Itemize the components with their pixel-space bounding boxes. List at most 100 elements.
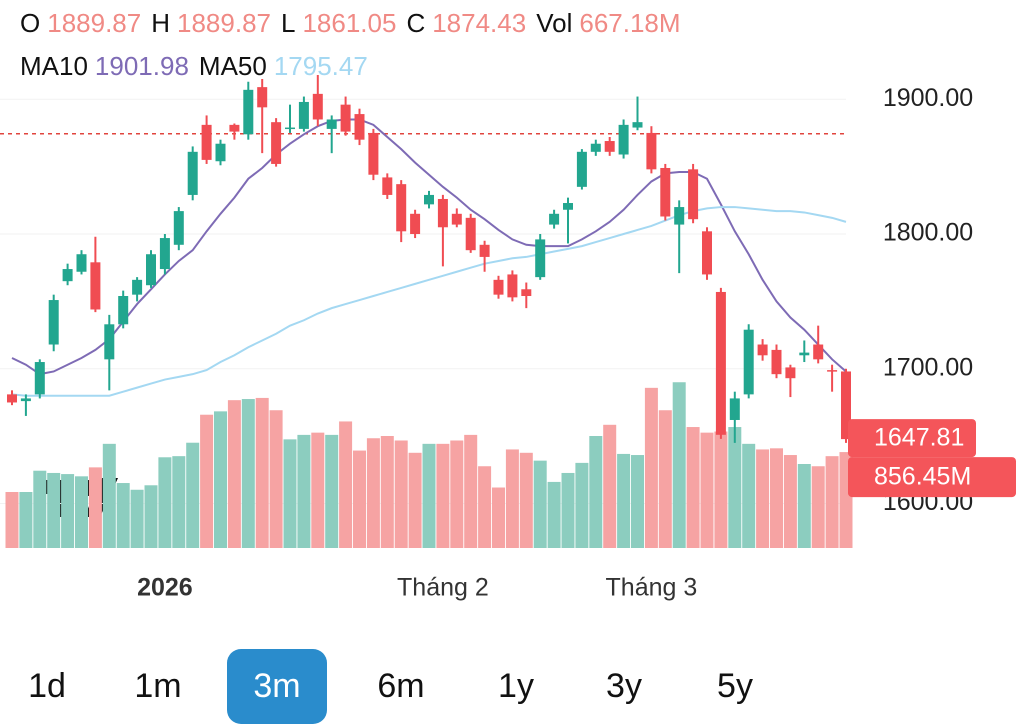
y-tick-label: 1900.00 xyxy=(883,84,973,112)
volume-bar xyxy=(492,487,505,548)
candle-body xyxy=(743,329,754,395)
candle-body xyxy=(715,291,726,435)
volume-bar xyxy=(158,457,172,548)
range-button[interactable]: 1y xyxy=(498,667,534,705)
volume-bar xyxy=(603,424,617,548)
candle-body xyxy=(298,101,309,129)
volume-bar xyxy=(478,466,492,548)
volume-bar xyxy=(797,464,811,548)
candle-body xyxy=(729,398,740,420)
range-button-label[interactable]: 3y xyxy=(606,667,642,705)
volume-bar xyxy=(102,443,116,548)
legend-key: H xyxy=(151,8,170,38)
candle-body xyxy=(674,207,685,225)
volume-bar xyxy=(172,456,186,548)
volume-bar xyxy=(311,432,325,548)
candle-body xyxy=(688,169,699,220)
legend-key: MA50 xyxy=(199,51,267,81)
volume-bar xyxy=(200,414,214,548)
legend-key: L xyxy=(281,8,295,38)
range-button-bg xyxy=(227,649,327,724)
candle-body xyxy=(215,143,226,162)
legend-value: 1874.43 xyxy=(432,8,526,38)
volume-bar xyxy=(617,453,631,548)
candle-body xyxy=(104,324,115,360)
range-button[interactable]: 6m xyxy=(377,667,424,705)
volume-bar xyxy=(227,400,241,548)
volume-bar xyxy=(658,410,672,548)
candle-body xyxy=(7,394,17,403)
legend-value: 1795.47 xyxy=(274,51,368,81)
volume-bar xyxy=(241,399,255,548)
range-button[interactable]: 5y xyxy=(717,667,753,705)
ma-legend: MA10 1901.98 MA50 1795.47 xyxy=(20,51,368,81)
range-button-label[interactable]: 1d xyxy=(28,667,66,705)
candle-body xyxy=(576,151,587,187)
candle-body xyxy=(187,151,198,195)
candle-body xyxy=(785,367,796,379)
volume-bar xyxy=(380,436,394,548)
range-button-label[interactable]: 3m xyxy=(253,667,300,705)
candle-body xyxy=(76,254,87,272)
volume-bar xyxy=(700,432,714,548)
candle-body xyxy=(757,344,768,356)
range-button[interactable]: 3m xyxy=(227,649,327,724)
last-volume-box xyxy=(848,457,1016,498)
volume-bar xyxy=(5,492,19,548)
volume-bar xyxy=(728,427,742,548)
volume-bar xyxy=(770,448,783,548)
volume-bar xyxy=(130,489,144,548)
range-button-label[interactable]: 5y xyxy=(717,667,753,705)
volume-bar xyxy=(631,455,644,548)
candle-body xyxy=(354,114,365,140)
volume-bar xyxy=(686,427,700,548)
volume-bar xyxy=(214,411,227,548)
last-price-label: 1647.81 xyxy=(874,424,964,452)
candle-body xyxy=(799,352,810,356)
volume-bar xyxy=(88,467,102,548)
candle-body xyxy=(590,143,601,152)
range-button[interactable]: 1d xyxy=(28,667,66,705)
volume-bar xyxy=(464,434,478,548)
candle-body xyxy=(563,203,573,210)
range-button-label[interactable]: 6m xyxy=(377,667,424,705)
y-tick-label: 1700.00 xyxy=(883,353,973,381)
candle-body xyxy=(118,296,129,325)
legend-value: 1889.87 xyxy=(177,8,271,38)
candle-body xyxy=(271,122,282,164)
legend-key: O xyxy=(20,8,40,38)
candle-body xyxy=(257,87,268,108)
range-button[interactable]: 1m xyxy=(134,667,181,705)
volume-bar xyxy=(644,387,658,548)
candle-body xyxy=(437,198,448,228)
range-button[interactable]: 3y xyxy=(606,667,642,705)
range-button-label[interactable]: 1m xyxy=(134,667,181,705)
volume-bar xyxy=(33,470,47,548)
candle-body xyxy=(201,124,212,160)
volume-bar xyxy=(283,439,297,548)
candle-body xyxy=(535,239,546,278)
volume-bar xyxy=(450,440,464,548)
candle-body xyxy=(521,289,532,297)
candle-body xyxy=(771,349,782,375)
candle-body xyxy=(424,194,434,205)
last-price-box xyxy=(848,419,976,458)
candle-body xyxy=(285,127,295,130)
volume-bar xyxy=(47,472,61,548)
volume-bar xyxy=(422,443,436,548)
legend-value: 667.18M xyxy=(579,8,680,38)
range-button-label[interactable]: 1y xyxy=(498,667,534,705)
candle-body xyxy=(507,274,518,298)
candle-body xyxy=(396,184,407,232)
legend-value: 1861.05 xyxy=(302,8,396,38)
candle-body xyxy=(465,217,476,251)
candle-body xyxy=(173,211,184,245)
volume-bar xyxy=(144,485,158,548)
legend-key: Vol xyxy=(536,8,572,38)
volume-bar xyxy=(811,466,825,548)
ohlc-legend: O 1889.87 H 1889.87 L 1861.05 C 1874.43 Vol 667.1… xyxy=(20,8,681,38)
volume-bar xyxy=(269,410,283,548)
candle-body xyxy=(368,132,379,175)
